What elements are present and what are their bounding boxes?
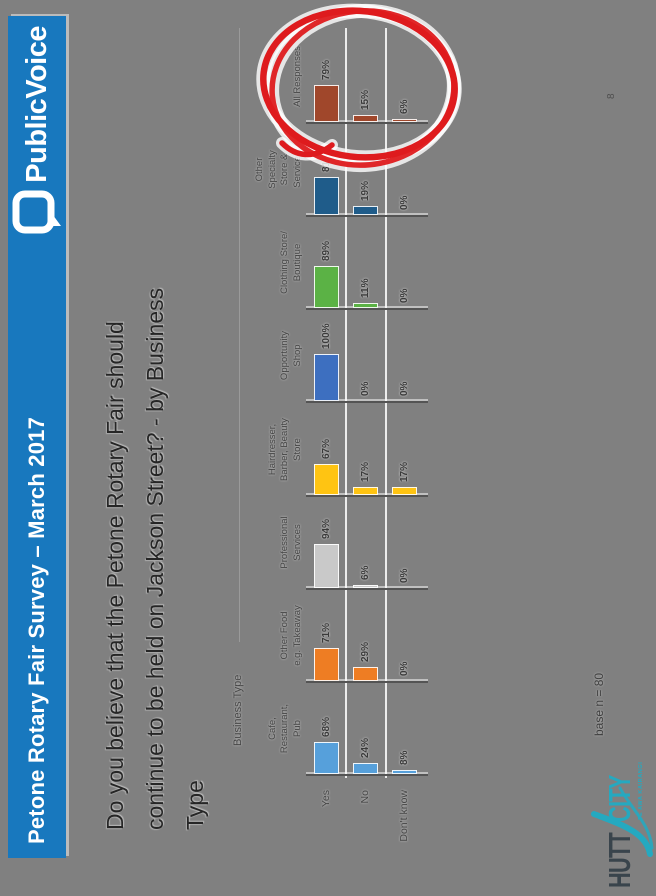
bar-value-label: 6% <box>399 99 410 114</box>
bar-value-label: 0% <box>360 381 371 396</box>
hutt-caption: TE AWA KAIRANGI <box>638 761 644 820</box>
bar <box>314 742 339 774</box>
bar-value-label: 68% <box>321 716 332 737</box>
category-baseline <box>306 495 428 497</box>
publicvoice-wordmark: PublicVoice <box>20 26 53 183</box>
bar-value-label: 79% <box>321 59 332 80</box>
bar <box>314 266 339 308</box>
bar-value-label: 67% <box>321 438 332 459</box>
bar-value-label: 17% <box>399 461 410 482</box>
bar <box>353 303 378 308</box>
bar-value-label: 15% <box>360 89 371 110</box>
bar-value-label: 81% <box>321 151 332 172</box>
bar <box>353 763 378 774</box>
category-baseline <box>306 308 428 310</box>
bar <box>392 119 417 122</box>
category-label-text: Other Specialty Store & Services <box>254 150 303 189</box>
category-baseline <box>306 588 428 590</box>
category-label-text: Cafe, Restaurant, Pub <box>266 703 303 754</box>
category-label-text: Professional Services <box>279 516 303 569</box>
bar-value-label: 24% <box>360 737 371 758</box>
bar-value-label: 0% <box>399 661 410 676</box>
category-label-text: Other Food e.g. Takeaway <box>279 605 303 666</box>
bar-value-label: 0% <box>399 195 410 210</box>
row-separator-2 <box>385 28 387 778</box>
page-title-line3: Type <box>182 780 208 830</box>
bar <box>314 354 339 401</box>
header-title: Petone Rotary Fair Survey – March 2017 <box>24 416 49 844</box>
category-label-text: Opportunity Shop <box>279 330 303 381</box>
publicvoice-logo-icon <box>12 190 61 234</box>
bar-value-label: 17% <box>360 461 371 482</box>
bar-value-label: 19% <box>360 180 371 201</box>
hutt-city-logo: HUTT CITY TE AWA KAIRANGI <box>591 734 654 888</box>
category-baseline <box>306 401 428 403</box>
bar-value-label: 6% <box>360 565 371 580</box>
bar <box>314 648 339 681</box>
category-label: All Responses <box>238 21 304 132</box>
bar <box>353 585 378 588</box>
bar <box>353 115 378 122</box>
header-bar: Petone Rotary Fair Survey – March 2017 P… <box>8 16 66 858</box>
bar <box>314 544 339 588</box>
page-title-line1: Do you believe that the Petone Rotary Fa… <box>102 321 128 830</box>
bar <box>314 464 339 495</box>
category-baseline <box>306 774 428 776</box>
series-label-no: No <box>359 790 371 804</box>
bar <box>353 667 378 681</box>
page-title-line2: continue to be held on Jackson Street? -… <box>142 287 168 830</box>
bar <box>392 770 417 774</box>
bar-value-label: 11% <box>360 278 371 298</box>
bar-value-label: 0% <box>399 568 410 583</box>
bar-value-label: 29% <box>360 641 371 662</box>
category-label-text: All Responses <box>291 46 303 107</box>
page-number: 8 <box>606 93 617 99</box>
bar <box>392 487 417 495</box>
category-baseline <box>306 122 428 124</box>
bar <box>314 85 339 122</box>
bar-value-label: 100% <box>321 323 332 349</box>
bar-value-label: 89% <box>321 240 332 261</box>
hutt-swoosh-icon <box>591 786 654 857</box>
bar <box>314 177 339 215</box>
bar <box>353 206 378 215</box>
bar-value-label: 0% <box>399 288 410 303</box>
bar-value-label: 8% <box>399 750 410 765</box>
series-label-don-t-know: Don't know <box>398 790 410 842</box>
category-label-text: Hairdresser, Barber, Beauty Store <box>266 418 303 481</box>
publicvoice-logo: PublicVoice <box>8 26 66 234</box>
row-separator-1 <box>345 28 347 778</box>
bar-value-label: 94% <box>321 518 332 539</box>
bar <box>353 487 378 495</box>
bar-value-label: 71% <box>321 622 332 643</box>
category-baseline <box>306 681 428 683</box>
series-label-yes: Yes <box>320 790 332 808</box>
page-title: Do you believe that the Petone Rotary Fa… <box>95 250 215 830</box>
category-baseline <box>306 215 428 217</box>
base-note: base n = 80 <box>592 672 606 736</box>
bar-value-label: 0% <box>399 381 410 396</box>
category-label-text: Clothing Store/Boutique <box>279 231 303 294</box>
